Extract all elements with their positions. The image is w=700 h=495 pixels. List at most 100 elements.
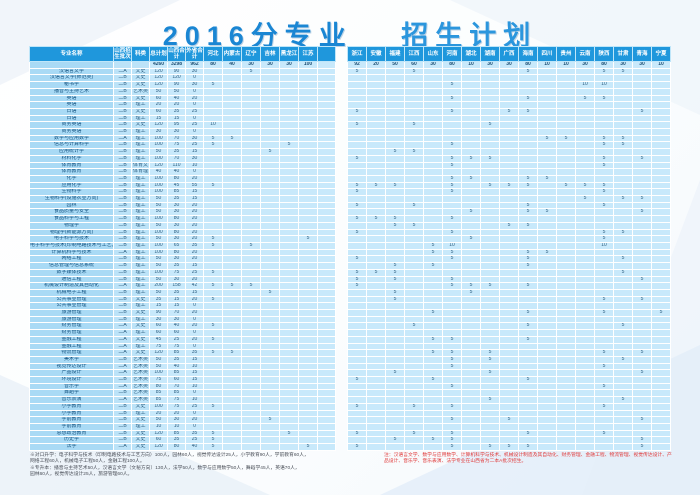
table-cell xyxy=(556,322,576,331)
table-cell: 5 xyxy=(442,335,462,344)
table-cell xyxy=(385,107,405,116)
table-cell xyxy=(298,322,318,331)
table-cell: 商务英语 xyxy=(29,128,114,136)
table-cell xyxy=(632,74,652,83)
table-cell: 80 xyxy=(167,248,186,257)
table-cell: 50 xyxy=(149,201,168,210)
table-cell xyxy=(366,429,386,438)
table-cell: 二B xyxy=(113,416,132,424)
table-cell xyxy=(317,429,336,438)
table-cell: 5 xyxy=(423,376,443,384)
table-cell: 二A xyxy=(113,342,132,351)
table-cell xyxy=(366,342,386,351)
table-cell xyxy=(594,355,614,364)
table-cell: 二B xyxy=(113,128,132,136)
table-cell: 5 xyxy=(347,201,367,210)
table-cell xyxy=(613,409,633,418)
table-cell xyxy=(241,288,261,297)
table-cell xyxy=(613,389,633,398)
table-cell xyxy=(385,255,405,264)
table-cell xyxy=(404,369,424,378)
table-cell xyxy=(260,429,280,438)
table-cell: 5 xyxy=(203,436,223,445)
table-cell xyxy=(461,87,481,96)
table-cell xyxy=(632,255,652,264)
table-cell xyxy=(241,322,261,331)
table-cell xyxy=(404,422,424,431)
column-header: 贵州 xyxy=(556,46,576,62)
table-cell xyxy=(575,282,595,290)
table-cell: 100 xyxy=(149,215,168,223)
table-cell xyxy=(518,148,538,156)
table-cell xyxy=(556,87,576,96)
table-cell: 5 xyxy=(594,201,614,210)
table-cell: 文史 xyxy=(131,81,150,89)
table-cell xyxy=(461,429,481,438)
table-cell xyxy=(203,288,223,297)
table-cell xyxy=(556,396,576,404)
table-cell xyxy=(404,275,424,284)
table-cell xyxy=(366,235,386,243)
table-cell xyxy=(260,255,280,264)
table-cell: 5 xyxy=(385,275,405,284)
table-cell: 100 xyxy=(149,248,168,257)
table-cell: 材料化学 xyxy=(29,154,114,163)
table-cell: 5 xyxy=(260,148,280,156)
table-cell xyxy=(317,235,336,243)
table-cell xyxy=(385,315,405,324)
cell-spacer xyxy=(336,182,348,189)
table-row: 商务英语 二B 理工 30 30 0 xyxy=(29,128,671,136)
table-cell xyxy=(442,208,462,217)
table-cell xyxy=(298,429,318,438)
table-cell: 0 xyxy=(185,302,204,310)
table-cell xyxy=(423,148,443,156)
table-cell: 化学 xyxy=(29,174,114,183)
table-cell xyxy=(317,389,336,398)
table-cell xyxy=(222,355,242,364)
table-cell: 二B xyxy=(113,174,132,183)
table-cell: 5 xyxy=(632,107,652,116)
table-cell xyxy=(442,376,462,384)
table-cell xyxy=(556,141,576,150)
table-cell xyxy=(279,121,299,130)
table-cell xyxy=(203,154,223,163)
table-cell xyxy=(651,228,671,237)
table-cell: 信息管理与信息系统 xyxy=(29,262,114,270)
table-cell xyxy=(499,268,519,277)
table-cell xyxy=(279,67,299,76)
cell-spacer xyxy=(336,370,348,377)
table-row: 播音与主持艺术 二B 艺术类 50 50 0 xyxy=(29,87,671,96)
table-cell xyxy=(366,355,386,364)
table-cell xyxy=(366,389,386,398)
table-cell: 20 xyxy=(185,94,204,103)
table-cell xyxy=(499,376,519,384)
cell-spacer xyxy=(336,283,348,290)
table-cell: 视觉传达设计 xyxy=(29,362,114,371)
table-cell xyxy=(556,342,576,351)
table-cell xyxy=(404,329,424,337)
table-cell xyxy=(347,141,367,150)
table-cell xyxy=(594,248,614,257)
table-cell xyxy=(222,255,242,264)
table-cell xyxy=(260,355,280,364)
table-cell: 50 xyxy=(149,416,168,424)
table-cell: 二B xyxy=(113,101,132,109)
table-cell xyxy=(317,148,336,156)
table-cell xyxy=(651,235,671,243)
table-cell: 5 xyxy=(347,429,367,438)
table-cell xyxy=(279,288,299,297)
table-cell: 5 xyxy=(556,181,576,190)
table-cell: 5 xyxy=(279,429,299,438)
table-cell xyxy=(241,329,261,337)
table-cell xyxy=(651,295,671,304)
table-cell xyxy=(260,87,280,96)
table-cell xyxy=(385,141,405,150)
table-cell: 50 xyxy=(149,262,168,270)
table-cell: 5 xyxy=(442,443,462,451)
table-cell: 20 xyxy=(185,248,204,257)
table-cell xyxy=(423,429,443,438)
table-cell xyxy=(279,81,299,89)
table-cell: 5 xyxy=(480,154,500,163)
table-cell xyxy=(260,121,280,130)
column-header: 江苏 xyxy=(298,46,318,62)
